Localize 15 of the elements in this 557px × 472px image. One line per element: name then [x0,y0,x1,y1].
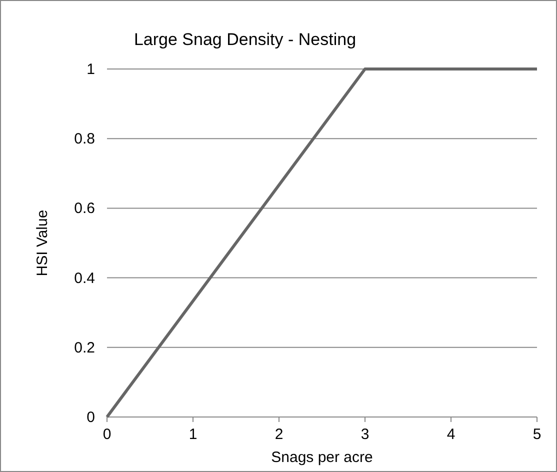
chart-title: Large Snag Density - Nesting [134,30,356,49]
y-tick-label: 1 [86,61,95,78]
y-tick-label: 0.6 [74,200,95,218]
y-tick-label: 0.8 [74,130,95,148]
y-tick-label: 0.4 [74,270,95,287]
y-axis-title: HSI Value [34,210,51,276]
x-tick-label: 3 [360,426,370,443]
x-axis-title: Snags per acre [271,449,373,466]
x-tick-label: 1 [188,426,198,443]
x-tick-label: 5 [532,426,542,443]
x-tick-label: 4 [446,426,456,443]
x-tick-label: 2 [274,426,284,443]
y-tick-label: 0.2 [74,339,95,356]
y-tick-label: 0 [86,409,95,426]
x-tick-label: 0 [102,426,112,443]
